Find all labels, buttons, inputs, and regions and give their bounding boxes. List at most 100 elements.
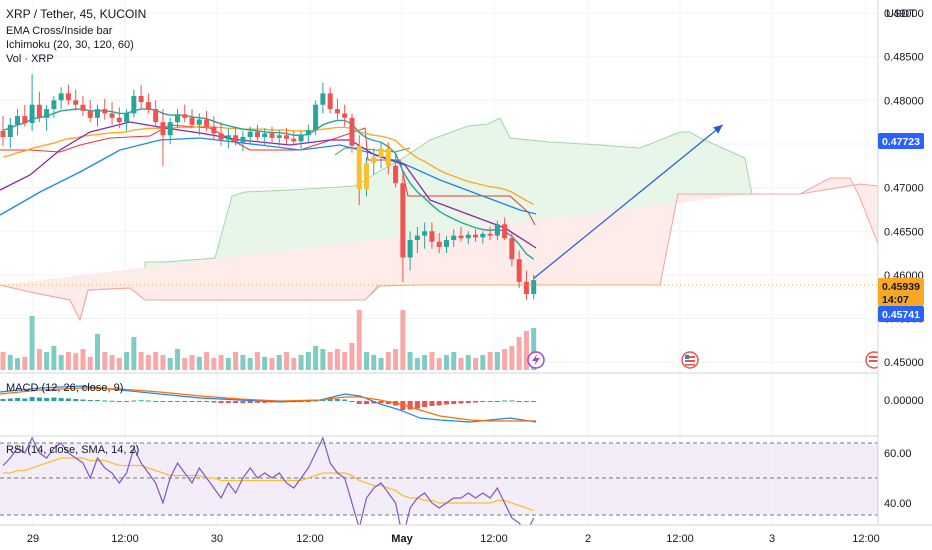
volume-bar [371, 355, 377, 370]
macd-bar [458, 401, 464, 404]
candle-body [305, 130, 311, 136]
volume-bar [189, 355, 195, 370]
candle-body [145, 102, 151, 110]
rsi-tick: 40.00 [884, 498, 912, 510]
candlesticks [0, 74, 537, 301]
study-ema-cross[interactable]: EMA Cross/Inside bar [6, 25, 113, 37]
macd-bar [473, 401, 479, 403]
volume-bar [36, 349, 42, 370]
candle-body [313, 104, 319, 131]
volume-bar [320, 349, 326, 370]
candle-body [95, 109, 101, 118]
volume-bar [15, 358, 21, 370]
volume-bar [414, 358, 420, 370]
candle-body [73, 100, 79, 105]
macd-bar [102, 400, 108, 402]
candle-body [291, 138, 297, 142]
volume-bar [349, 343, 355, 370]
candle-body [509, 238, 515, 260]
candle-body [458, 235, 464, 239]
time-ticks: 29 12:00 30 12:00 May 12:00 2 12:00 3 12:00 [27, 533, 880, 545]
candle-body [116, 117, 122, 123]
macd-bar [36, 397, 42, 401]
macd-bar [254, 401, 260, 403]
macd-bar [233, 401, 239, 403]
volume-bar [276, 355, 282, 370]
macd-bar [138, 400, 144, 402]
time-tick: 30 [211, 533, 223, 545]
macd-bar [465, 401, 471, 403]
macd-bar [494, 401, 500, 402]
time-tick: 12:00 [111, 533, 139, 545]
volume-bar [131, 337, 137, 370]
time-tick: 3 [769, 533, 775, 545]
candle-body [393, 165, 399, 184]
macd-bar [436, 401, 442, 406]
macd-bar [443, 401, 449, 405]
price-tick: 0.47000 [884, 183, 924, 195]
study-ichimoku[interactable]: Ichimoku (20, 30, 120, 60) [6, 39, 134, 51]
volume-bar [240, 355, 246, 370]
macd-bar [378, 401, 384, 404]
time-tick: 12:00 [480, 533, 508, 545]
time-axis[interactable] [0, 525, 932, 550]
macd-bar [487, 401, 493, 402]
candle-body [225, 135, 231, 140]
candle-body [487, 233, 493, 236]
candle-body [378, 148, 384, 158]
price-ticks: 0.490000.485000.480000.475000.470000.465… [884, 8, 924, 369]
macd-bar [87, 400, 93, 401]
candle-body [262, 133, 268, 138]
candle-body [189, 117, 195, 125]
candle-body [473, 234, 479, 238]
candle-body [298, 135, 304, 142]
volume-bar [124, 352, 130, 370]
volume-bar [502, 349, 508, 370]
macd-bar [327, 398, 333, 401]
candle-body [531, 280, 537, 295]
macd-bar [58, 398, 64, 401]
volume-bar [400, 310, 406, 370]
macd-legend[interactable]: MACD (12, 26, close, 9) [6, 382, 123, 394]
candle-body [153, 109, 159, 123]
lagging-line [334, 147, 411, 156]
macd-bar [73, 399, 79, 401]
volume-bar [95, 334, 101, 370]
macd-bar [371, 401, 377, 404]
candle-body [320, 93, 326, 105]
macd-bar [145, 400, 151, 402]
study-volume[interactable]: Vol · XRP [6, 53, 54, 65]
candle-body [211, 126, 217, 134]
candle-body [22, 116, 28, 124]
macd-bar [225, 401, 231, 403]
candle-body [269, 133, 275, 138]
macd-bar [414, 401, 420, 409]
volume-bar [393, 349, 399, 370]
macd-bar [218, 401, 224, 403]
volume-bar [58, 355, 64, 370]
volume-bar [378, 358, 384, 370]
volume-bar [531, 328, 537, 370]
volume-bar [116, 358, 122, 370]
volume-bar [356, 310, 362, 370]
lightning-event-icon[interactable] [527, 351, 545, 369]
volume-bar [480, 355, 486, 370]
rsi-legend[interactable]: RSI (14, close, SMA, 14, 2) [6, 444, 139, 456]
macd-bar [313, 400, 319, 402]
macd-bar [131, 400, 137, 402]
us-flag-event-icon[interactable] [681, 351, 699, 369]
svg-text:0.45741: 0.45741 [882, 309, 920, 321]
volume-bar [211, 358, 217, 370]
candle-body [174, 114, 180, 123]
price-tick: 0.49000 [884, 8, 924, 20]
volume-bar [204, 352, 210, 370]
candle-body [58, 93, 64, 101]
candle-body [254, 131, 260, 138]
trend-arrow[interactable] [533, 124, 724, 279]
svg-text:0.45939: 0.45939 [882, 281, 920, 293]
volume-bar [80, 349, 86, 370]
price-axis[interactable] [878, 0, 932, 525]
volume-bar [298, 355, 304, 370]
ema-purple [0, 121, 537, 249]
